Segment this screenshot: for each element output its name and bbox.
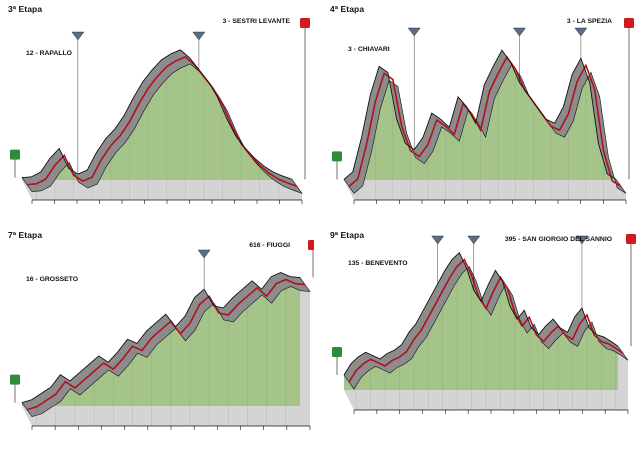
profile-top-outline xyxy=(21,49,293,180)
mountain-sprint-icon xyxy=(513,27,526,37)
profile-top-outline xyxy=(343,49,617,180)
stage-7-start-label: 16 - GROSSETO xyxy=(26,276,78,283)
start-flag-icon xyxy=(10,149,20,160)
profile-route-line xyxy=(348,258,624,383)
stage-4-title: 4ª Etapa xyxy=(330,4,365,14)
stage-4-start-label: 3 - CHIAVARI xyxy=(348,46,390,53)
stage-9-finish-label: 395 - SAN GIORGIO DEL SANNIO xyxy=(504,236,612,243)
finish-flag-icon xyxy=(626,234,636,244)
stage-3-profile-chart xyxy=(10,18,310,204)
stage-4-panel: 4ª Etapa 3 - CHIAVARI 3 - LA SPEZIA xyxy=(326,4,636,221)
stage-7-finish-label: 616 - FIUGGI xyxy=(249,242,290,249)
profile-top-outline xyxy=(21,272,301,404)
stage-3-panel: 3ª Etapa 12 - RAPALLO 3 - SESTRI LEVANTE xyxy=(4,4,314,221)
profile-route-line xyxy=(348,55,622,188)
stage-3-title: 3ª Etapa xyxy=(8,4,43,14)
stage-4-finish-label: 3 - LA SPEZIA xyxy=(566,18,612,25)
start-flag-icon xyxy=(10,374,20,385)
profile-route-line xyxy=(26,278,306,411)
stage-7-profile-chart xyxy=(10,240,314,430)
finish-flag-icon xyxy=(300,18,310,28)
stage-9-title: 9ª Etapa xyxy=(330,230,365,240)
mountain-sprint-icon xyxy=(197,249,211,259)
stage-4-profile-chart xyxy=(332,18,634,204)
mountain-sprint-icon xyxy=(431,235,445,245)
stage-7-title: 7ª Etapa xyxy=(8,230,43,240)
stage-9-panel: 9ª Etapa 135 - BENEVENTO 395 - SAN GIORG… xyxy=(326,230,636,447)
mountain-sprint-icon xyxy=(71,31,85,41)
stage-7-panel: 7ª Etapa 16 - GROSSETO 616 - FIUGGI xyxy=(4,230,314,447)
stage-3-start-label: 12 - RAPALLO xyxy=(26,50,72,57)
mountain-sprint-icon xyxy=(574,27,588,37)
start-flag-icon xyxy=(332,347,342,358)
profile-top-outline xyxy=(343,251,619,376)
stage-9-start-label: 135 - BENEVENTO xyxy=(348,260,408,267)
profile-body xyxy=(22,49,292,181)
stage-3-finish-label: 3 - SESTRI LEVANTE xyxy=(222,18,290,25)
finish-flag-icon xyxy=(624,18,634,28)
mountain-sprint-icon xyxy=(192,31,206,41)
stage-9-profile-chart xyxy=(332,234,636,414)
profile-route-line xyxy=(26,55,298,188)
finish-flag-icon xyxy=(308,240,314,250)
mountain-sprint-icon xyxy=(407,27,421,37)
mountain-sprint-icon xyxy=(467,235,481,245)
mountain-sprint-icon xyxy=(575,235,589,245)
start-flag-icon xyxy=(332,151,342,162)
